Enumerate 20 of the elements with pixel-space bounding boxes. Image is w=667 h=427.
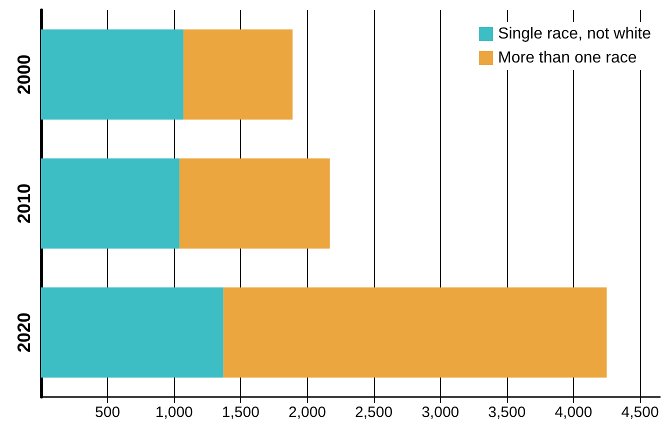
y-tick-label: 2000: [14, 54, 34, 95]
legend-label: More than one race: [498, 50, 637, 66]
x-tick-label: 500: [95, 404, 120, 421]
y-tick-label: 2020: [14, 312, 34, 353]
bar: [41, 158, 180, 249]
bar: [179, 158, 330, 249]
x-tick-label: 1,500: [222, 404, 260, 421]
bar: [183, 29, 293, 120]
x-tick-label: 3,000: [422, 404, 460, 421]
legend-label: Single race, not white: [498, 26, 652, 42]
y-tick-label: 2010: [14, 183, 34, 224]
x-tick-label: 4,500: [621, 404, 659, 421]
x-tick-label: 2,000: [288, 404, 326, 421]
bar: [223, 287, 607, 378]
x-tick-label: 1,000: [155, 404, 193, 421]
bar: [41, 29, 184, 120]
x-tick-label: 3,500: [488, 404, 526, 421]
bar: [41, 287, 224, 378]
x-tick-label: 2,500: [355, 404, 393, 421]
x-tick-label: 4,000: [554, 404, 592, 421]
